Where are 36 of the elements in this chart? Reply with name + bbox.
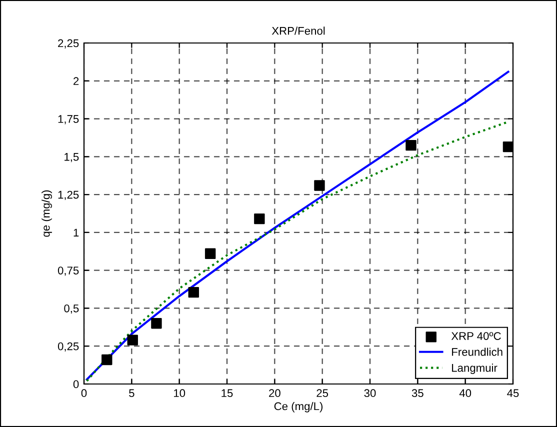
y-tick-label: 2 (74, 77, 79, 85)
y-tick-label: 0,25 (58, 342, 79, 352)
y-tick-label: 1,5 (64, 153, 79, 162)
x-tick-label: 35 (412, 389, 424, 398)
x-tick-label: 30 (364, 389, 376, 398)
y-tick-label: 0,5 (64, 304, 79, 314)
point (254, 213, 265, 224)
y-tick-label: 0 (73, 380, 79, 388)
x-tick-label: 5 (129, 389, 134, 398)
point (127, 334, 138, 346)
y-tick-label: 1,75 (58, 115, 79, 124)
point (151, 318, 162, 329)
x-tick-label: 15 (222, 389, 233, 398)
legend-label: Freundlich (452, 348, 502, 356)
y-tick-label: 1,25 (58, 190, 79, 200)
legend-label: XRP 40ºC (451, 332, 501, 340)
x-tick-label: 0 (81, 389, 87, 398)
point (406, 140, 416, 151)
x-tick-label: 10 (174, 389, 186, 398)
point (204, 248, 216, 260)
x-tick-label: 25 (316, 389, 328, 398)
x-tick-label: 20 (269, 389, 280, 398)
line-series (86, 70, 510, 380)
point (314, 180, 325, 191)
point (502, 141, 513, 152)
y-tick-label: 2,25 (58, 39, 79, 48)
y-tick-label: 0,75 (58, 266, 79, 276)
y-tick-label: 1 (74, 228, 79, 236)
x-tick-label: 40 (459, 389, 472, 398)
point (188, 286, 199, 298)
x-tick-label: 45 (507, 389, 519, 398)
y-axis-title: qe (mg/g) (42, 190, 52, 237)
point (102, 354, 112, 366)
chart-title: XRP/Fenol (272, 26, 325, 35)
x-axis-title: Ce (mg/L) (274, 402, 323, 412)
legend-label: Langmuir (452, 364, 498, 374)
